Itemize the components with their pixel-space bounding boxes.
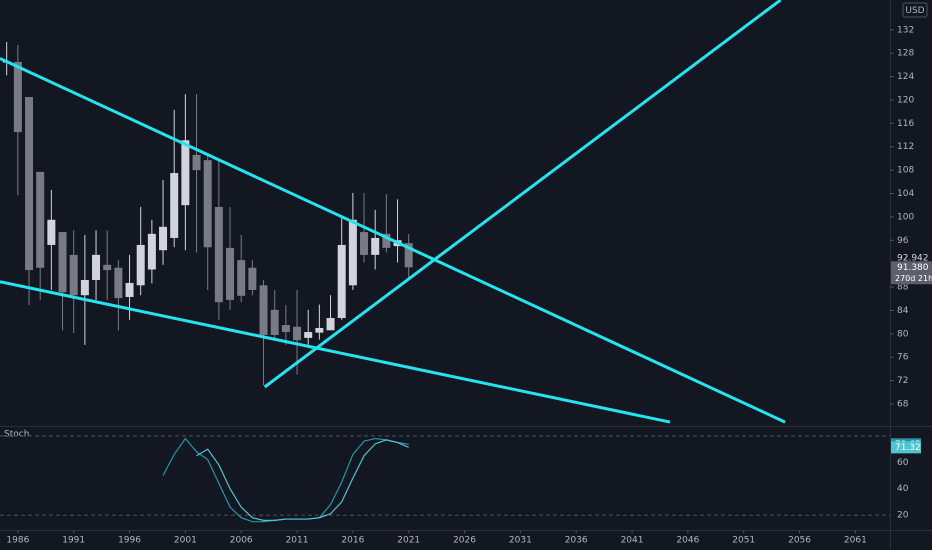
candle-body — [181, 140, 190, 206]
y-tick-label: 128 — [897, 49, 914, 59]
currency-box[interactable] — [902, 2, 928, 18]
candle-body — [47, 219, 56, 245]
candle-body — [326, 318, 335, 331]
x-tick-label: 2056 — [788, 536, 811, 546]
candle-body — [69, 254, 78, 296]
y-tick-label: 100 — [897, 212, 914, 222]
candle-body — [259, 285, 268, 335]
x-tick-label: 2036 — [565, 536, 588, 546]
trend-line — [0, 57, 786, 424]
y-tick-label: 96 — [897, 236, 909, 246]
candle-body — [293, 326, 302, 341]
candle-body — [214, 206, 223, 303]
candle-body — [304, 332, 313, 338]
x-tick-label: 1986 — [6, 536, 29, 546]
candle-body — [13, 61, 22, 133]
candle-body — [248, 267, 257, 290]
candle-body — [58, 232, 67, 293]
x-tick-label: 2016 — [341, 536, 364, 546]
candle-body — [36, 171, 45, 268]
x-tick-label: 1991 — [62, 536, 85, 546]
candle-body — [337, 244, 346, 319]
last-price: 91.380 — [897, 263, 929, 273]
x-tick-label: 2061 — [844, 536, 867, 546]
stoch-tick-label: 40 — [897, 484, 909, 494]
price-label: 92.942 — [897, 254, 929, 264]
candle-body — [203, 160, 212, 248]
y-tick-label: 84 — [897, 306, 909, 316]
candle-body — [315, 327, 324, 333]
candle-body — [103, 264, 112, 271]
stoch-value: 71.32 — [895, 443, 921, 453]
candle-body — [348, 219, 357, 286]
y-tick-label: 112 — [897, 142, 914, 152]
trend-line — [263, 0, 782, 389]
candle-body — [226, 247, 235, 300]
y-tick-label: 108 — [897, 166, 914, 176]
y-tick-label: 124 — [897, 72, 914, 82]
candle-body — [360, 232, 369, 255]
currency: USD — [905, 6, 924, 16]
candle-body — [92, 254, 101, 281]
x-tick-label: 2026 — [453, 536, 476, 546]
candle-body — [114, 267, 123, 299]
stoch-value-box — [891, 441, 921, 454]
x-tick-label: 2011 — [286, 536, 309, 546]
candle-body — [80, 280, 89, 296]
stoch-pane — [0, 435, 890, 523]
x-tick-label: 1996 — [118, 536, 141, 546]
indicator-name: Stoch — [4, 430, 29, 440]
x-tick-label: 2006 — [230, 536, 253, 546]
candle-body — [382, 233, 391, 248]
x-tick-label: 2046 — [676, 536, 699, 546]
x-tick-label: 2031 — [509, 536, 532, 546]
price-label-box — [891, 252, 932, 265]
x-tick-label: 2021 — [397, 536, 420, 546]
candle-body — [404, 243, 413, 268]
x-tick-label: 2041 — [621, 536, 644, 546]
stoch-line — [196, 439, 409, 521]
candle-body — [237, 260, 246, 296]
candle-body — [371, 237, 380, 255]
stoch-tick-label: 20 — [897, 511, 909, 521]
y-tick-label: 116 — [897, 119, 914, 129]
y-tick-label: 120 — [897, 95, 914, 105]
candle-body — [25, 97, 34, 271]
y-tick-label: 88 — [897, 283, 909, 293]
y-tick-label: 132 — [897, 25, 914, 35]
candle-body — [159, 226, 168, 251]
y-tick-label: 80 — [897, 329, 909, 339]
candle-body — [270, 309, 279, 335]
candle-body — [170, 173, 179, 238]
candle-body — [281, 325, 290, 333]
candle-body — [192, 154, 201, 171]
main-pane — [0, 0, 786, 424]
y-tick-label: 68 — [897, 399, 909, 409]
candle-body — [136, 244, 145, 286]
y-tick-label: 76 — [897, 353, 909, 363]
x-tick-label: 2001 — [174, 536, 197, 546]
candle-body — [147, 233, 156, 270]
y-tick-label: 72 — [897, 376, 908, 386]
stoch-tick-label: 60 — [897, 458, 909, 468]
candle-body — [125, 282, 134, 297]
axes: 68 72 76 80 84 88 96 100 104 108 112 116 120 124 128 13… — [6, 25, 932, 546]
last-price-box — [891, 261, 932, 285]
trend-line — [0, 280, 671, 424]
y-tick-label: 104 — [897, 189, 914, 199]
x-tick-label: 2051 — [732, 536, 755, 546]
countdown: 270d 21h — [895, 274, 932, 283]
